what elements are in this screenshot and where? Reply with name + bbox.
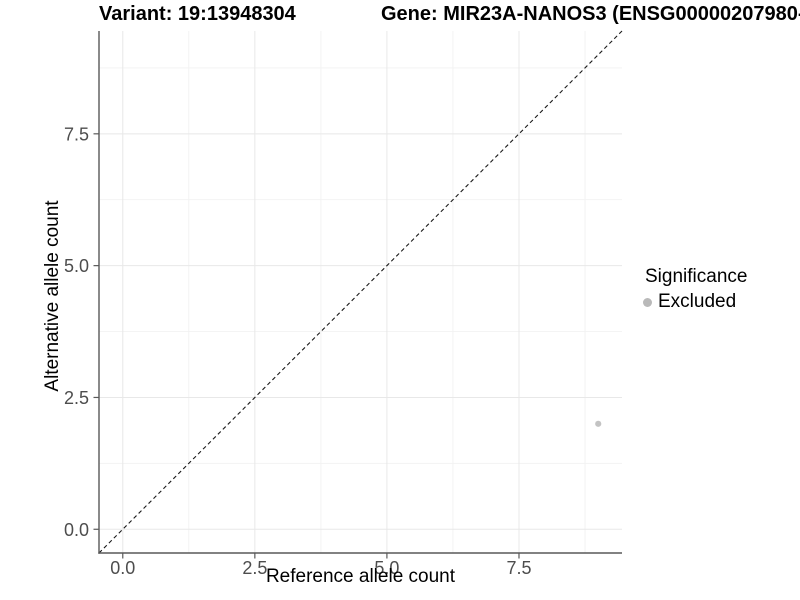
- y-axis-title: Alternative allele count: [42, 200, 63, 392]
- x-axis-title: Reference allele count: [265, 566, 456, 587]
- x-tick-label: 5.0: [374, 558, 399, 578]
- identity-line: [98, 30, 623, 554]
- y-tick-label: 7.5: [64, 124, 89, 144]
- circle-marker-icon: [643, 297, 652, 307]
- y-tick-label: 0.0: [64, 520, 89, 540]
- x-tick-label: 2.5: [242, 558, 267, 578]
- x-tick-label: 0.0: [110, 558, 135, 578]
- gene-title: Gene: MIR23A-NANOS3 (ENSG00000207980-: [381, 3, 800, 25]
- y-tick-label: 2.5: [64, 388, 89, 408]
- x-tick-label: 7.5: [506, 558, 531, 578]
- legend: Significance Excluded: [642, 266, 747, 313]
- variant-title: Variant: 19:13948304: [99, 3, 296, 25]
- legend-item-excluded: Excluded: [642, 291, 747, 313]
- data-point: [595, 420, 602, 427]
- y-tick-label: 5.0: [64, 256, 89, 276]
- legend-item-label: Excluded: [658, 291, 737, 312]
- legend-title: Significance: [645, 266, 748, 287]
